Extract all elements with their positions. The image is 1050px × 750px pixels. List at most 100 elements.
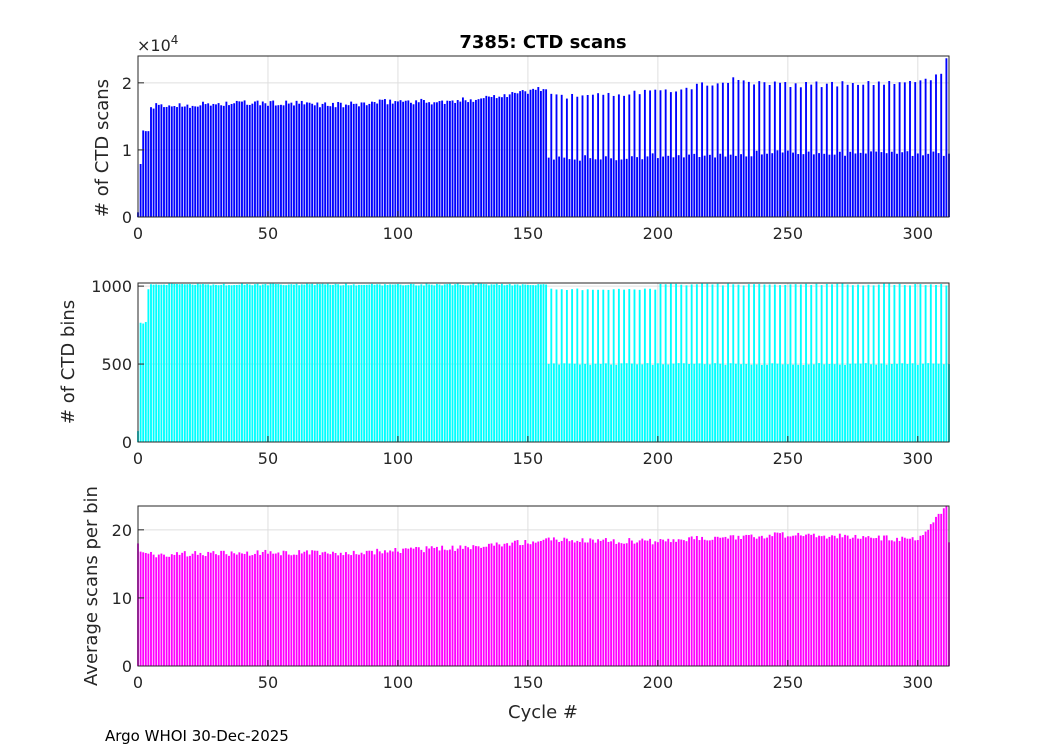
scans-bar xyxy=(290,102,293,217)
bins-bar xyxy=(311,283,314,442)
bins-bar xyxy=(792,364,794,442)
average-bar xyxy=(157,554,160,666)
scans-bar xyxy=(448,100,451,217)
average-bar xyxy=(789,536,792,666)
scans-bar xyxy=(461,97,464,217)
bins-bar xyxy=(365,284,368,442)
bins-xtick-label: 150 xyxy=(513,449,544,468)
average-bar xyxy=(872,538,875,666)
bins-bar xyxy=(176,283,178,442)
bins-bar xyxy=(615,364,618,442)
scans-bar xyxy=(487,96,490,217)
average-bar xyxy=(667,538,670,666)
scans-bar xyxy=(724,156,727,217)
scans-bar xyxy=(794,83,797,217)
bins-bar xyxy=(456,283,459,442)
average-bar xyxy=(469,549,472,666)
average-bar xyxy=(638,540,641,666)
bins-bar xyxy=(272,283,275,442)
average-bar xyxy=(371,550,373,666)
bins-bar xyxy=(337,284,340,442)
average-bar xyxy=(573,542,576,666)
scans-bar xyxy=(659,90,662,217)
bins-bar xyxy=(669,283,672,442)
average-bar xyxy=(688,537,690,666)
scans-bar xyxy=(422,100,425,217)
average-bar xyxy=(578,541,581,666)
scans-bar xyxy=(753,84,755,217)
bins-bar xyxy=(646,363,649,442)
bins-bar xyxy=(238,284,241,442)
scans-bar xyxy=(378,99,381,217)
bins-bar xyxy=(207,284,210,442)
scans-bar xyxy=(750,156,753,217)
scans-bar xyxy=(345,104,347,217)
bins-bar xyxy=(220,284,223,442)
scans-bar xyxy=(415,100,418,217)
bins-bar xyxy=(298,285,301,442)
bins-bar xyxy=(724,364,727,442)
average-bar xyxy=(591,539,594,666)
scans-bar xyxy=(927,153,930,217)
scans-bar xyxy=(768,84,771,217)
scans-bar xyxy=(493,95,496,217)
average-bar xyxy=(766,537,768,666)
scans-bar xyxy=(620,159,623,217)
scans-bar xyxy=(521,90,524,217)
bins-bar xyxy=(841,283,844,442)
bins-ytick-label: 1000 xyxy=(91,277,132,296)
bins-bar xyxy=(922,363,924,442)
average-bar xyxy=(415,546,418,666)
scans-bar xyxy=(864,153,867,217)
average-bar xyxy=(386,552,389,666)
scans-xtick-label: 300 xyxy=(903,224,934,243)
scans-bar xyxy=(163,107,165,217)
average-xtick-label: 150 xyxy=(513,673,544,692)
scans-bar xyxy=(591,94,594,217)
average-bar xyxy=(903,537,906,666)
bins-bar xyxy=(508,284,511,442)
scans-bar xyxy=(825,83,828,217)
bins-ytick-label: 500 xyxy=(101,355,132,374)
average-bar xyxy=(701,536,703,666)
bins-bar xyxy=(389,284,392,442)
bins-bar xyxy=(256,283,259,442)
scans-bar xyxy=(773,81,776,218)
scans-bar xyxy=(464,100,467,217)
scans-bar xyxy=(872,84,875,218)
scans-bar xyxy=(747,81,750,217)
scans-bar xyxy=(675,91,678,217)
bins-bar xyxy=(282,285,285,442)
average-bar xyxy=(924,531,927,666)
average-bar xyxy=(672,539,675,666)
average-bar xyxy=(376,548,379,666)
scans-bar xyxy=(241,101,243,217)
average-bar xyxy=(152,554,155,666)
x-axis-label: Cycle # xyxy=(508,702,578,723)
bins-bar xyxy=(482,284,485,442)
bins-bar xyxy=(849,363,852,442)
scans-bar xyxy=(238,101,241,217)
scans-bar xyxy=(207,103,210,217)
average-ytick-label: 10 xyxy=(112,589,132,608)
average-bar xyxy=(599,540,602,666)
average-bar xyxy=(178,554,181,666)
scans-bar xyxy=(443,103,446,217)
average-bar xyxy=(139,551,142,666)
average-bar xyxy=(534,542,537,666)
bins-bar xyxy=(490,284,493,442)
scans-bar xyxy=(563,157,566,217)
bins-bar xyxy=(235,284,238,442)
scans-ytick-label: 0 xyxy=(122,208,132,227)
scans-bar xyxy=(391,103,394,217)
average-bar xyxy=(326,553,329,666)
average-bar xyxy=(677,539,680,666)
scans-bar xyxy=(779,82,781,218)
bins-bar xyxy=(269,283,272,442)
scans-bar xyxy=(199,105,202,217)
average-bar xyxy=(820,536,823,666)
scans-ylabel: # of CTD scans xyxy=(92,79,113,217)
average-bar xyxy=(373,554,376,666)
bins-bar xyxy=(586,289,589,442)
average-ytick-label: 0 xyxy=(122,657,132,676)
